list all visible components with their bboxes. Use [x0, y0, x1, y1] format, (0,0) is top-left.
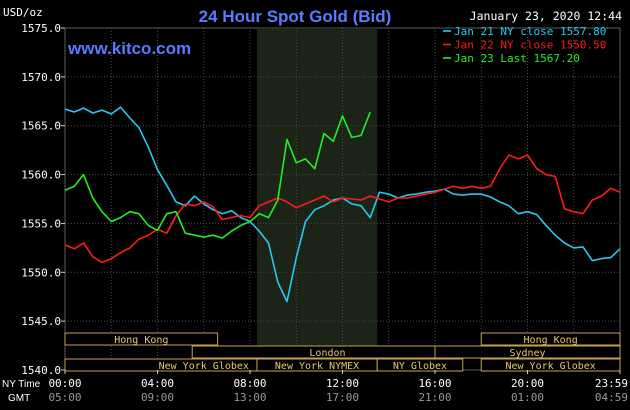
y-tick-label: 1570.0	[21, 71, 61, 84]
session-label: NY Globex	[393, 361, 447, 372]
chart-title: 24 Hour Spot Gold (Bid)	[199, 7, 392, 26]
x-tick-label-ny: 08:00	[233, 377, 266, 390]
y-tick-label: 1555.0	[21, 217, 61, 230]
x-tick-label-ny: 16:00	[418, 377, 451, 390]
x-tick-label-ny: 00:00	[48, 377, 81, 390]
y-tick-label: 1560.0	[21, 169, 61, 182]
x-tick-label-ny: 20:00	[511, 377, 544, 390]
x-tick-label-gmt: 09:00	[141, 391, 174, 404]
session-label: Hong Kong	[114, 335, 168, 346]
session-box	[480, 358, 621, 372]
series-line-2	[64, 111, 371, 239]
session-label: Sydney	[509, 348, 545, 359]
x-tick-label-ny: 04:00	[141, 377, 174, 390]
session-box	[480, 332, 621, 346]
units-label: USD/oz	[3, 6, 43, 19]
x-tick-label-gmt: 21:00	[418, 391, 451, 404]
y-axis-ticks: 1540.0 1545.0 1550.0 1555.0 1560.0 1565.0 1570…	[21, 22, 65, 377]
legend-entry: Jan 23 Last 1567.20	[454, 52, 580, 65]
ny-time-label: NY Time	[2, 379, 41, 390]
price-series	[64, 106, 621, 303]
x-tick-label-ny: 12:00	[326, 377, 359, 390]
y-tick-label: 1565.0	[21, 120, 61, 133]
session-label: New York Globex	[505, 361, 595, 372]
session-label: New York NYMEX	[275, 361, 359, 372]
session-box	[376, 358, 464, 372]
y-tick-label: 1540.0	[21, 364, 61, 377]
session-label: New York Globex	[159, 361, 249, 372]
market-sessions: Hong Kong London New York Globex New York N…	[64, 332, 621, 372]
timestamp: January 23, 2020 12:44	[470, 9, 622, 23]
session-box	[434, 345, 621, 359]
legend-entry: Jan 22 NY close 1550.50	[454, 39, 606, 52]
session-label: Hong Kong	[524, 335, 578, 346]
y-tick-label: 1550.0	[21, 266, 61, 279]
site-watermark: www.kitco.com	[67, 39, 191, 58]
x-tick-label-gmt: 13:00	[233, 391, 266, 404]
y-tick-label: 1575.0	[21, 22, 61, 35]
x-tick-label-gmt: 04:59	[595, 391, 628, 404]
x-tick-label-gmt: 05:00	[48, 391, 81, 404]
session-label: London	[309, 348, 345, 359]
session-box	[64, 332, 219, 346]
grid-lines	[64, 27, 621, 371]
x-tick-label-gmt: 17:00	[326, 391, 359, 404]
gmt-label: GMT	[8, 393, 30, 404]
x-tick-label-gmt: 01:00	[511, 391, 544, 404]
legend-entry: Jan 21 NY close 1557.80	[454, 25, 606, 38]
y-tick-label: 1545.0	[21, 315, 61, 328]
x-tick-label-ny: 23:59	[595, 377, 628, 390]
